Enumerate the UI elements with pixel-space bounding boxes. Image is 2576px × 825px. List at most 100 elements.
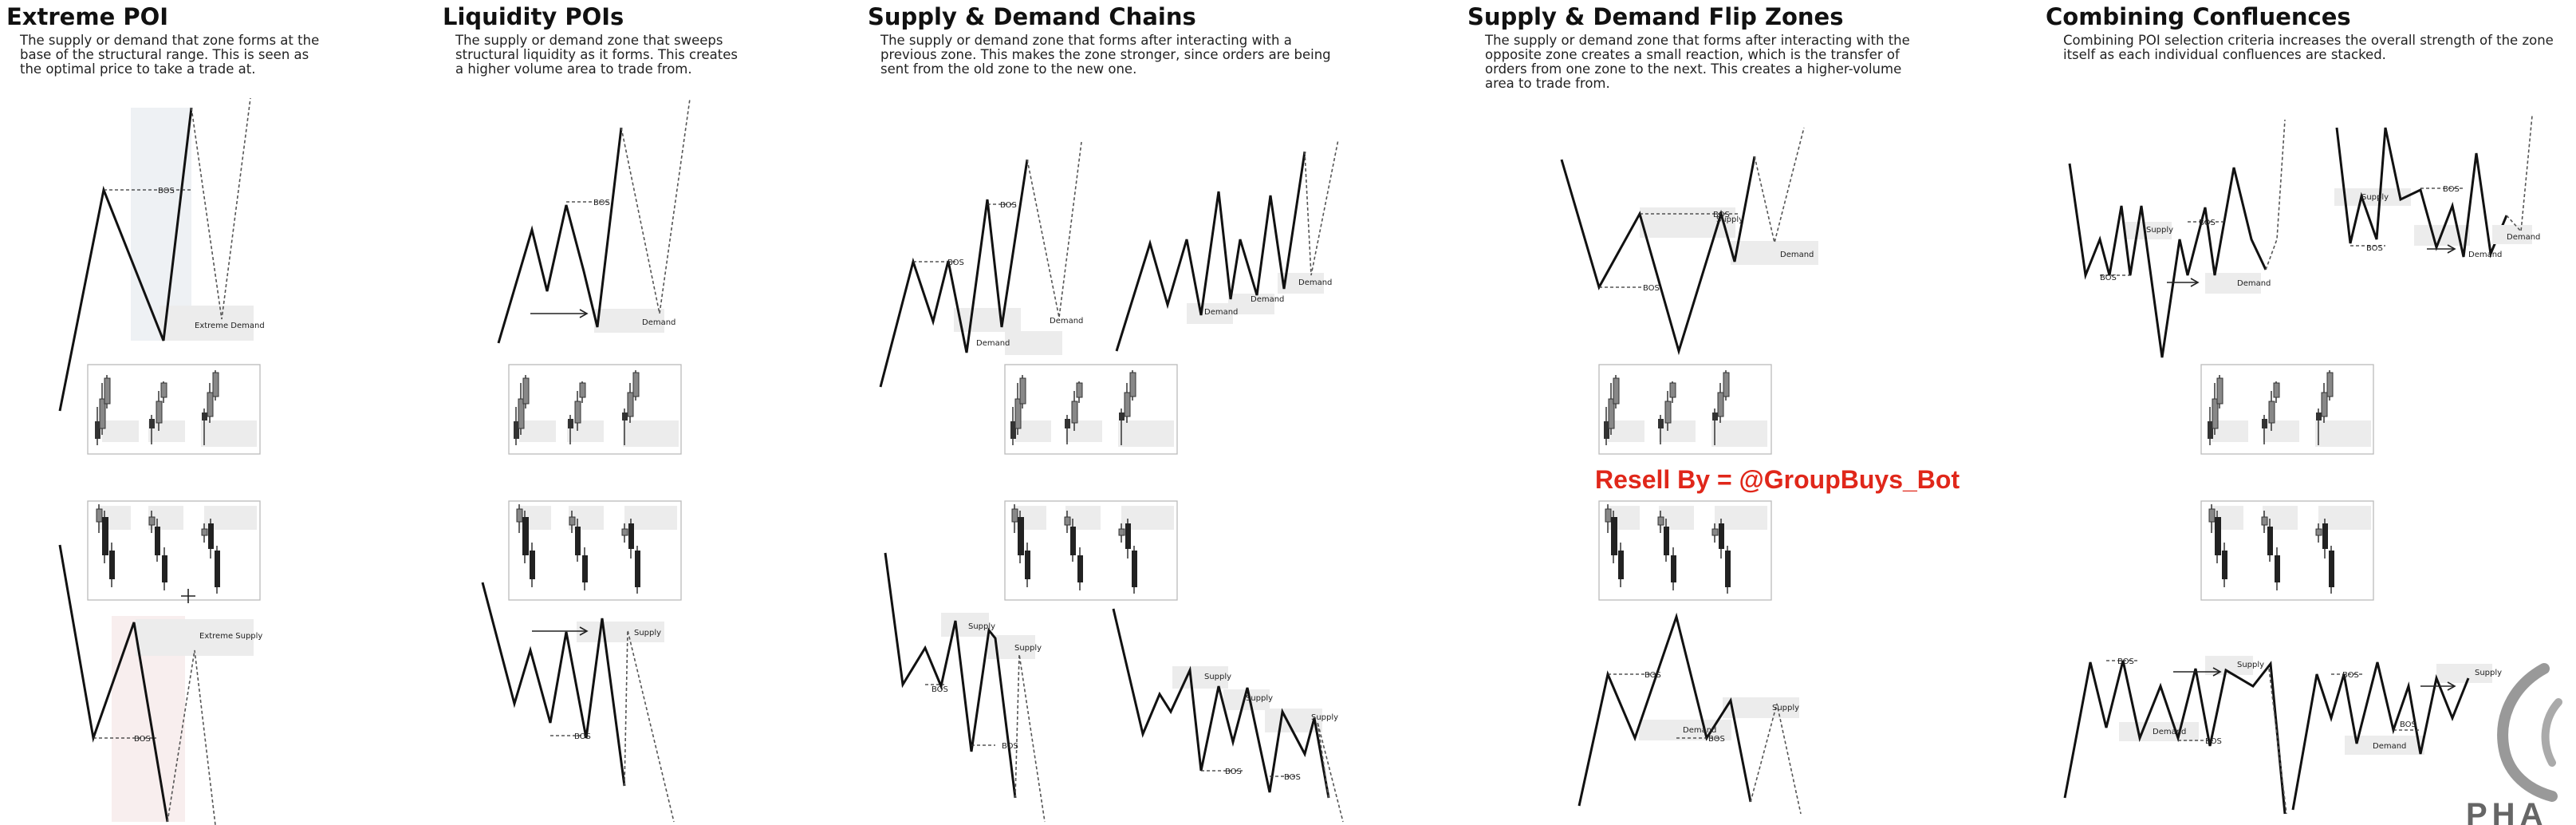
zone-label: Supply bbox=[2237, 661, 2264, 669]
bos-label: BOS bbox=[2117, 657, 2134, 666]
bos-label: BOS bbox=[1708, 735, 1725, 744]
supply-zone bbox=[577, 622, 664, 642]
extreme-zone-shade bbox=[131, 108, 191, 341]
zone-label: Demand bbox=[1204, 308, 1238, 317]
panel-title: Combining Confluences bbox=[2046, 3, 2351, 30]
bos-label: BOS bbox=[2400, 720, 2416, 729]
liquidity-pois-diagram: BOS Demand bbox=[481, 98, 691, 823]
candles-bullish bbox=[95, 370, 257, 447]
zone-label: Extreme Demand bbox=[195, 322, 265, 330]
price-path bbox=[1560, 156, 1756, 356]
candles-bearish bbox=[1011, 504, 1174, 594]
zone-label: Demand bbox=[976, 339, 1010, 348]
zone-label: Demand bbox=[1683, 726, 1716, 735]
price-path bbox=[879, 159, 1029, 388]
price-path bbox=[2335, 127, 2508, 259]
price-path-supply bbox=[481, 582, 626, 787]
candles-bullish bbox=[1604, 370, 1767, 447]
extreme-supply-zone bbox=[136, 619, 254, 656]
panel-flip-zones: Supply & Demand Flip Zones The supply or… bbox=[1467, 0, 1962, 825]
projection-path bbox=[191, 97, 251, 320]
bos-label: BOS bbox=[2205, 737, 2222, 746]
chains-diagram: BOS BOS Demand Demand Demand Demand Dema… bbox=[879, 139, 1344, 823]
bos-label: BOS bbox=[158, 187, 175, 195]
bos-label: BOS bbox=[932, 685, 948, 694]
bos-label: BOS bbox=[134, 735, 151, 744]
projection-path bbox=[1026, 141, 1082, 318]
demand-zone bbox=[954, 308, 1021, 332]
flip-zones-diagram: Supply BOS Demand BOS bbox=[1560, 127, 1818, 815]
panel-description: The supply or demand zone that sweeps st… bbox=[455, 33, 738, 77]
zone-label: Demand bbox=[2153, 728, 2186, 736]
projection-path bbox=[624, 630, 675, 823]
bos-label: BOS bbox=[1713, 211, 1730, 219]
zone-label: Supply bbox=[1014, 644, 1042, 653]
zone-label: Demand bbox=[642, 318, 676, 327]
panel-title: Supply & Demand Flip Zones bbox=[1467, 3, 1844, 30]
zone-label: Supply bbox=[2475, 669, 2502, 677]
brand-logo: PHA bbox=[2466, 663, 2562, 825]
bos-label: BOS bbox=[574, 732, 591, 741]
price-path bbox=[884, 552, 1017, 799]
panel-description: Combining POI selection criteria increas… bbox=[2063, 33, 2554, 62]
panel-description: The supply or demand zone that forms aft… bbox=[880, 33, 1331, 77]
panel-supply-demand-chains: Supply & Demand Chains The supply or dem… bbox=[868, 0, 1378, 825]
zone-label: Demand bbox=[2237, 279, 2271, 288]
demand-zone bbox=[1005, 331, 1062, 355]
zone-label: Demand bbox=[2468, 251, 2502, 259]
candles-bullish bbox=[514, 370, 679, 447]
price-path bbox=[2063, 660, 2286, 815]
bos-label: BOS bbox=[1225, 768, 1242, 776]
bos-label: BOS bbox=[2443, 185, 2460, 194]
projection-path bbox=[620, 98, 691, 314]
panel-combining-confluences: Combining Confluences Combining POI sele… bbox=[2046, 0, 2576, 825]
logo-text: PHA bbox=[2466, 797, 2547, 825]
bos-label: BOS bbox=[2366, 244, 2383, 253]
zone-label: Demand bbox=[2373, 742, 2406, 751]
zone-label: Supply bbox=[1772, 704, 1799, 712]
extreme-poi-diagram: BOS Extreme Demand bbox=[58, 97, 265, 825]
zone-label: Supply bbox=[1246, 694, 1273, 703]
price-path-supply bbox=[58, 544, 169, 823]
zone-label: Demand bbox=[2507, 233, 2540, 242]
price-path bbox=[2291, 661, 2470, 811]
bos-label: BOS bbox=[2199, 219, 2216, 227]
zone-label: Supply bbox=[1204, 673, 1231, 681]
bos-label: BOS bbox=[1644, 671, 1661, 680]
zone-label: Supply bbox=[2146, 226, 2173, 235]
zone-label: Supply bbox=[1716, 215, 1743, 224]
price-path bbox=[1115, 151, 1306, 352]
price-path bbox=[2068, 163, 2267, 358]
bos-label: BOS bbox=[947, 259, 964, 267]
price-path bbox=[1578, 612, 1752, 807]
candles-bullish bbox=[2208, 370, 2371, 447]
panel-extreme-poi: Extreme POI The supply or demand that zo… bbox=[0, 0, 415, 825]
panel-description: The supply or demand zone that forms aft… bbox=[1485, 33, 1910, 91]
demand-zone bbox=[1731, 241, 1818, 265]
extreme-demand-zone bbox=[160, 306, 254, 341]
zone-label: Demand bbox=[1050, 317, 1083, 326]
zone-label: Extreme Supply bbox=[199, 632, 262, 641]
candles-bullish bbox=[1010, 370, 1174, 447]
zone-label: Supply bbox=[968, 622, 995, 631]
price-path bbox=[58, 107, 193, 412]
candles-bearish bbox=[96, 504, 257, 594]
panel-liquidity-pois: Liquidity POIs The supply or demand zone… bbox=[443, 0, 857, 825]
zone-label: Supply bbox=[634, 629, 661, 638]
cursor-crosshair bbox=[181, 589, 195, 603]
resell-watermark: Resell By = @GroupBuys_Bot bbox=[1595, 465, 1960, 494]
zone-label: Supply bbox=[1311, 713, 1338, 722]
price-path bbox=[1112, 608, 1330, 799]
bos-label: BOS bbox=[1002, 742, 1018, 751]
zone-label: Demand bbox=[1780, 251, 1814, 259]
candles-bearish bbox=[2208, 504, 2371, 594]
bos-label: BOS bbox=[2100, 274, 2117, 282]
bos-label: BOS bbox=[1643, 284, 1660, 293]
projection-path-supply bbox=[167, 649, 216, 825]
bos-label: BOS bbox=[1000, 201, 1017, 210]
panel-title: Extreme POI bbox=[6, 3, 169, 30]
zone-label: Demand bbox=[1251, 295, 1284, 304]
bos-label: BOS bbox=[2342, 671, 2359, 680]
panel-title: Liquidity POIs bbox=[443, 3, 624, 30]
bos-label: BOS bbox=[593, 199, 610, 207]
